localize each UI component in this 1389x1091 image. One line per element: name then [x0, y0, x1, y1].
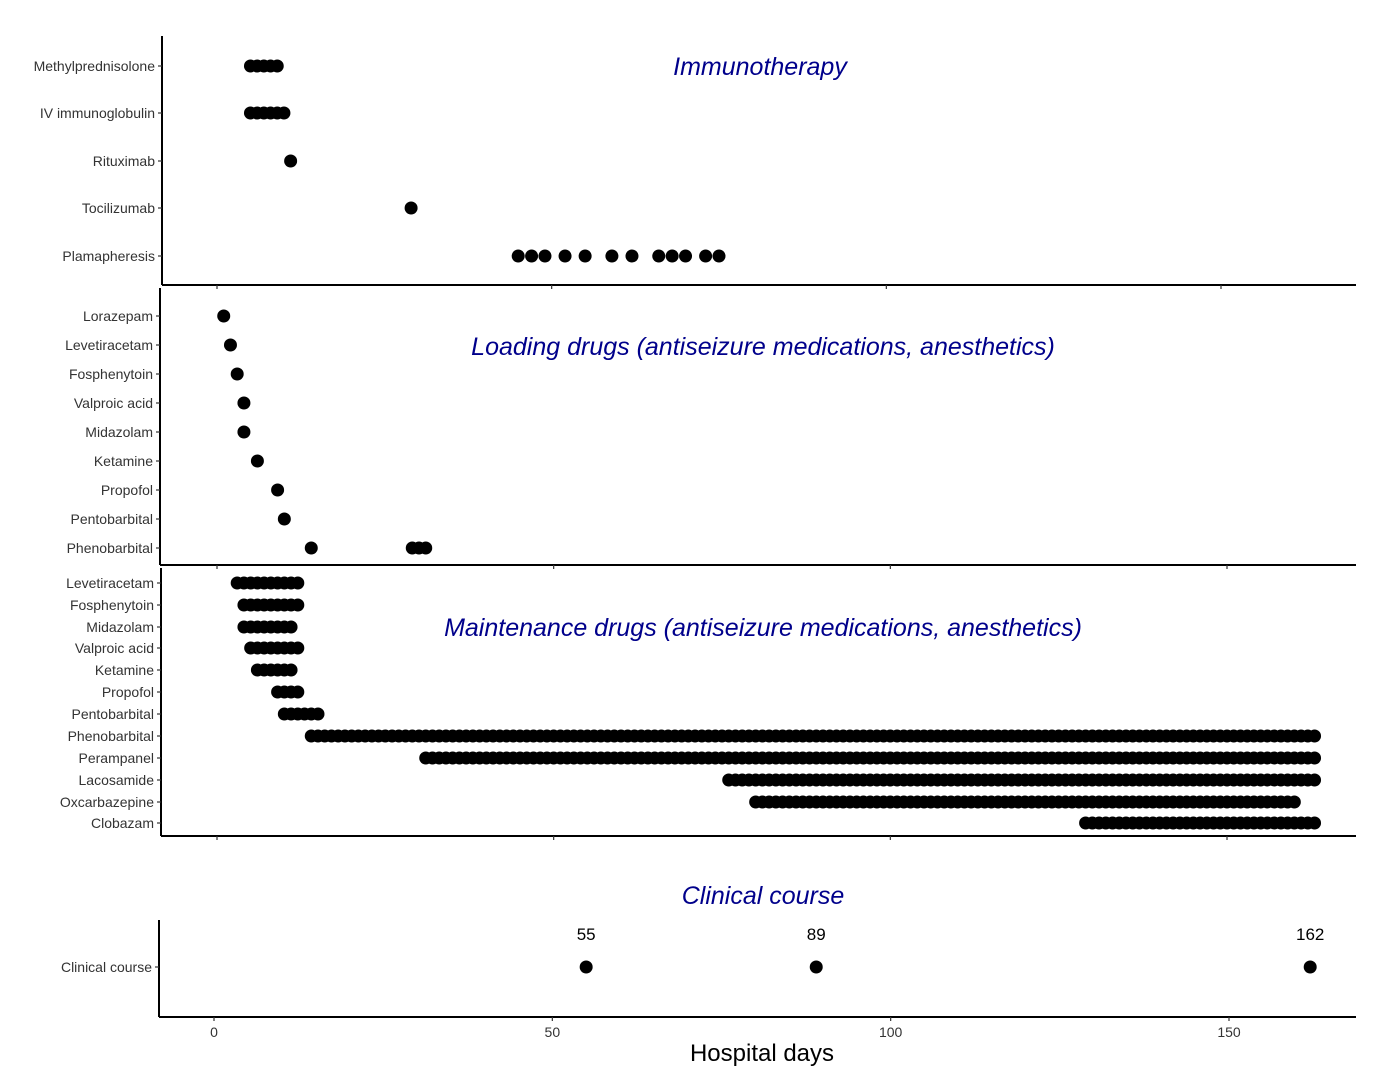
data-point: [223, 338, 237, 352]
y-tick-label: Methylprednisolone: [34, 58, 156, 74]
y-tick-label: Ketamine: [94, 453, 153, 469]
data-point: [712, 249, 726, 263]
y-tick-label: Plamapheresis: [62, 248, 155, 264]
data-point: [237, 425, 251, 439]
y-tick-label: Rituximab: [93, 153, 155, 169]
y-tick-label: Tocilizumab: [82, 200, 155, 216]
y-tick-label: Clobazam: [91, 815, 154, 831]
data-point: [404, 201, 418, 215]
data-point: [271, 483, 285, 497]
y-tick-label: Lorazepam: [83, 308, 153, 324]
y-tick-label: Valproic acid: [75, 640, 154, 656]
data-point: [1287, 795, 1301, 809]
x-tick-label: 150: [1217, 1024, 1241, 1040]
y-tick-label: Lacosamide: [79, 772, 155, 788]
y-tick-label: Phenobarbital: [67, 540, 153, 556]
panel-loading: Loading drugs (antiseizure medications, …: [65, 288, 1356, 569]
data-label: 55: [577, 925, 596, 944]
data-point: [579, 960, 593, 974]
x-tick-label: 0: [210, 1024, 218, 1040]
x-tick-label: 100: [879, 1024, 903, 1040]
y-tick-label: Midazolam: [85, 424, 153, 440]
data-point: [652, 249, 666, 263]
panel-course: Clinical course Clinical course 55 89 162 0 50…: [61, 882, 1356, 1067]
data-point: [1303, 960, 1317, 974]
data-point: [665, 249, 679, 263]
data-point: [538, 249, 552, 263]
data-point: [1308, 751, 1322, 765]
data-point: [699, 249, 713, 263]
panel-maint: Maintenance drugs (antiseizure medicatio…: [60, 568, 1356, 840]
data-point: [291, 598, 305, 612]
panel-title: Loading drugs (antiseizure medications, …: [471, 333, 1055, 361]
data-point: [284, 663, 298, 677]
x-axis-label: Hospital days: [690, 1040, 834, 1067]
data-point: [511, 249, 525, 263]
data-point: [679, 249, 693, 263]
y-tick-label: Fosphenytoin: [70, 597, 154, 613]
y-tick-label: Ketamine: [95, 662, 154, 678]
y-tick-label: Oxcarbazepine: [60, 794, 154, 810]
data-point: [277, 106, 291, 120]
data-point: [291, 685, 305, 699]
data-point: [284, 620, 298, 634]
y-tick-label: Perampanel: [79, 750, 155, 766]
y-tick-label: Phenobarbital: [68, 728, 154, 744]
data-point: [605, 249, 619, 263]
y-tick-label: Fosphenytoin: [69, 366, 153, 382]
data-point: [1308, 816, 1322, 830]
data-label: 89: [807, 925, 826, 944]
data-point: [1308, 773, 1322, 787]
data-point: [809, 960, 823, 974]
panel-title: Clinical course: [682, 882, 845, 910]
data-point: [525, 249, 539, 263]
data-point: [311, 707, 325, 721]
data-point: [291, 641, 305, 655]
data-point: [250, 454, 264, 468]
x-tick-label: 50: [545, 1024, 561, 1040]
y-tick-label: Propofol: [101, 482, 153, 498]
data-point: [304, 541, 318, 555]
panel-title: Immunotherapy: [673, 53, 848, 81]
data-point: [578, 249, 592, 263]
data-point: [1308, 729, 1322, 743]
data-point: [270, 59, 284, 73]
y-tick-label: Levetiracetam: [65, 337, 153, 353]
y-tick-label: Propofol: [102, 684, 154, 700]
data-point: [217, 309, 231, 323]
data-point: [625, 249, 639, 263]
data-point: [558, 249, 572, 263]
data-point: [284, 154, 298, 168]
y-tick-label: Midazolam: [86, 619, 154, 635]
y-tick-label: Valproic acid: [74, 395, 153, 411]
data-point: [277, 512, 291, 526]
y-tick-label: Pentobarbital: [70, 511, 153, 527]
data-label: 162: [1296, 925, 1324, 944]
panel-title: Maintenance drugs (antiseizure medicatio…: [444, 614, 1082, 642]
y-tick-label: IV immunoglobulin: [40, 105, 155, 121]
y-tick-label: Pentobarbital: [71, 706, 154, 722]
y-tick-label: Levetiracetam: [66, 575, 154, 591]
data-point: [237, 396, 251, 410]
y-tick-label: Clinical course: [61, 959, 152, 975]
data-point: [291, 576, 305, 590]
data-point: [419, 541, 433, 555]
panel-immuno: Immunotherapy Methylprednisolone IV immuno…: [34, 36, 1356, 289]
data-point: [230, 367, 244, 381]
